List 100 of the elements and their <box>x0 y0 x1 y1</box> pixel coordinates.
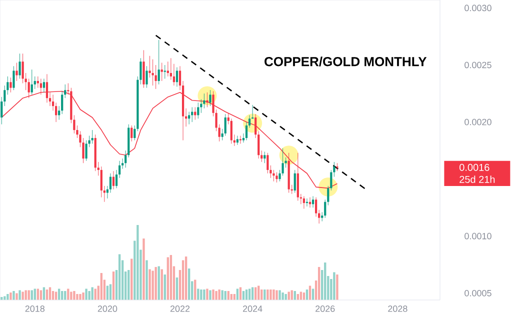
candlestick <box>34 76 36 90</box>
bar <box>218 289 220 300</box>
y-tick-label: 0.0020 <box>464 118 492 126</box>
bar <box>118 254 121 300</box>
candlestick <box>209 90 212 106</box>
bar <box>34 288 36 300</box>
candlestick <box>10 77 12 93</box>
bar <box>10 292 12 300</box>
bar <box>284 294 287 300</box>
bar <box>70 292 72 300</box>
bar <box>106 286 109 300</box>
bar <box>6 294 9 300</box>
text: 25d 21h <box>460 176 495 183</box>
bar <box>130 258 133 300</box>
bar <box>16 293 18 300</box>
bar <box>79 294 82 300</box>
bar <box>215 290 218 300</box>
bar <box>100 272 102 300</box>
bar <box>336 274 338 300</box>
bar <box>184 256 188 300</box>
y-tick-label: 0.0010 <box>464 232 492 240</box>
bar <box>67 288 70 300</box>
bar <box>182 260 184 300</box>
bar <box>258 286 260 300</box>
bar <box>312 288 314 300</box>
bar <box>48 287 52 300</box>
y-tick-label: 0.0005 <box>464 290 492 296</box>
candlestick <box>176 67 178 87</box>
x-tick-label: 2024 <box>243 306 262 312</box>
candlestick <box>272 170 275 182</box>
candlestick <box>154 64 157 90</box>
bar <box>18 290 21 300</box>
candlestick <box>30 69 33 95</box>
candlestick <box>16 62 18 82</box>
bar <box>188 268 190 300</box>
bar <box>251 287 254 300</box>
candlestick <box>112 170 115 190</box>
bar <box>142 238 145 300</box>
candlestick <box>230 118 232 144</box>
candlestick <box>100 166 102 198</box>
bar <box>254 287 257 300</box>
bar <box>176 277 178 300</box>
bar <box>94 288 96 300</box>
candlestick <box>239 136 242 144</box>
candlestick <box>164 64 166 79</box>
bar <box>333 272 336 300</box>
candlestick <box>160 62 163 82</box>
bar <box>160 269 163 300</box>
bar <box>152 270 154 300</box>
candlestick <box>146 66 148 88</box>
y-tick-label: 0.0030 <box>464 4 492 12</box>
candlestick <box>236 136 239 146</box>
bar <box>4 296 6 300</box>
candlestick <box>142 50 145 88</box>
bar <box>158 266 160 300</box>
bar <box>136 224 139 300</box>
bar <box>146 260 148 300</box>
bar <box>73 290 76 300</box>
bar <box>197 288 200 300</box>
bar <box>308 286 312 300</box>
bar <box>76 294 78 300</box>
bar <box>85 288 88 300</box>
x-tick-label: 2020 <box>98 306 118 312</box>
candlestick <box>294 170 296 193</box>
candlestick <box>42 78 46 93</box>
bar <box>209 290 212 300</box>
candlestick <box>224 114 226 136</box>
bar <box>109 284 112 300</box>
text: COPPER/GOLD MONTHLY <box>264 56 427 66</box>
candlestick <box>276 172 278 183</box>
bar <box>164 274 166 300</box>
bar <box>82 292 84 300</box>
bar <box>270 289 272 300</box>
bar <box>278 290 281 300</box>
x-tick-label: 2026 <box>316 306 335 312</box>
candlestick <box>130 125 133 142</box>
bar <box>24 290 27 300</box>
bar <box>212 289 214 300</box>
bar <box>248 288 251 300</box>
bar <box>206 288 208 300</box>
bar <box>266 289 269 300</box>
bar <box>154 266 157 300</box>
candlestick <box>197 102 200 119</box>
candlestick <box>336 162 338 172</box>
bar <box>236 288 239 300</box>
bar <box>88 290 90 300</box>
y-tick-label: 0.0025 <box>464 62 492 68</box>
bar <box>170 254 172 300</box>
candlestick <box>264 151 266 164</box>
bar <box>36 288 40 300</box>
candlestick <box>203 93 206 109</box>
bar <box>91 287 94 300</box>
candlestick <box>302 196 306 209</box>
candlestick <box>312 196 314 208</box>
bar <box>194 280 196 300</box>
candlestick <box>91 130 94 144</box>
bar <box>282 292 284 300</box>
text: 0.0016 <box>460 164 490 171</box>
bar <box>221 290 224 300</box>
bar <box>272 289 275 300</box>
